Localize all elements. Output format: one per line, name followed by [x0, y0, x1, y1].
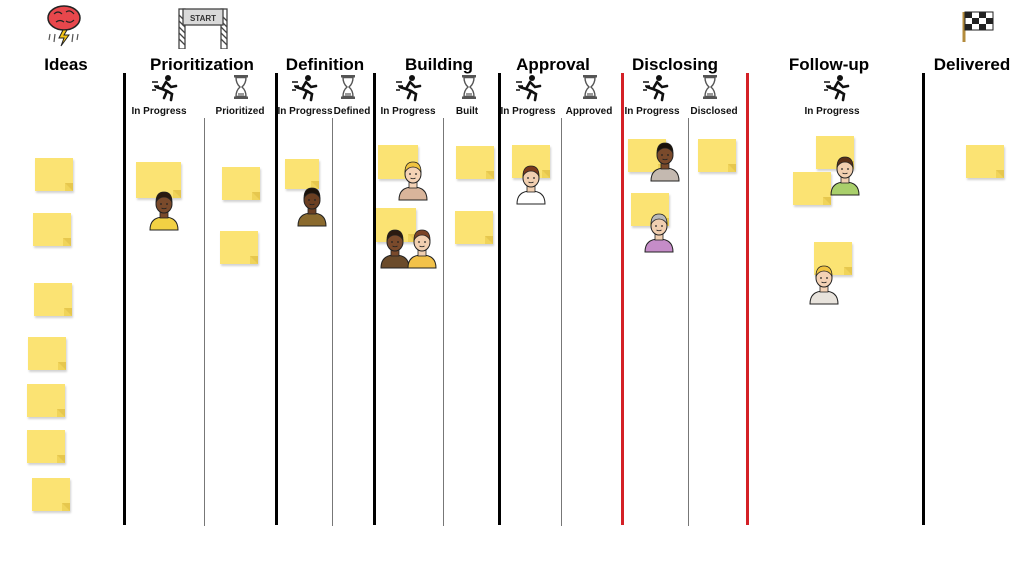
- column-divider: [123, 73, 126, 525]
- start-label: START: [190, 14, 216, 23]
- column-divider: [922, 73, 925, 525]
- sticky-note[interactable]: [33, 213, 71, 246]
- person-avatar: [809, 265, 839, 305]
- subcolumn-label: Disclosed: [690, 106, 738, 117]
- stage-delivered: Delivered: [933, 55, 1011, 74]
- sticky-note[interactable]: [455, 211, 493, 244]
- subcolumn-divider: [332, 118, 333, 526]
- hourglass-icon: [340, 74, 356, 100]
- running-person-icon: [824, 74, 850, 102]
- sticky-note[interactable]: [222, 167, 260, 200]
- column-divider: [498, 73, 501, 525]
- sticky-note[interactable]: [456, 146, 494, 179]
- hourglass-icon: [233, 74, 249, 100]
- sticky-note[interactable]: [27, 384, 65, 417]
- sticky-note[interactable]: [793, 172, 831, 205]
- subcolumn-label: In Progress: [624, 106, 680, 117]
- subcolumn-divider: [204, 118, 205, 526]
- running-person-icon: [152, 74, 178, 102]
- person-avatar: [407, 229, 437, 269]
- subcolumn-divider: [561, 118, 562, 526]
- stage-followup: Follow-up: [788, 55, 870, 74]
- wip-limit-line: [746, 73, 749, 525]
- sticky-note[interactable]: [32, 478, 70, 511]
- sticky-note[interactable]: [966, 145, 1004, 178]
- subcolumn-label: Approved: [565, 106, 613, 117]
- stage-prioritization: Prioritization: [150, 55, 254, 74]
- person-avatar: [297, 187, 327, 227]
- running-person-icon: [396, 74, 422, 102]
- column-divider: [373, 73, 376, 525]
- hourglass-icon: [461, 74, 477, 100]
- subcolumn-label: Prioritized: [215, 106, 265, 117]
- sticky-note[interactable]: [28, 337, 66, 370]
- subcolumn-label: In Progress: [277, 106, 333, 117]
- stage-disclosing: Disclosing: [632, 55, 718, 74]
- subcolumn-label: Defined: [333, 106, 371, 117]
- subcolumn-label: In Progress: [380, 106, 436, 117]
- wip-limit-line: [621, 73, 624, 525]
- subcolumn-divider: [688, 118, 689, 526]
- sticky-note[interactable]: [34, 283, 72, 316]
- person-avatar: [830, 156, 860, 196]
- person-avatar: [650, 142, 680, 182]
- sticky-note[interactable]: [136, 162, 181, 198]
- person-avatar: [644, 213, 674, 253]
- stage-definition: Definition: [285, 55, 365, 74]
- hourglass-icon: [582, 74, 598, 100]
- sticky-note[interactable]: [285, 159, 319, 189]
- stage-ideas: Ideas: [44, 55, 88, 74]
- checkered-flag-icon: [962, 11, 994, 42]
- subcolumn-label: In Progress: [131, 106, 187, 117]
- start-gate-icon: START: [178, 8, 228, 49]
- sticky-note[interactable]: [27, 430, 65, 463]
- brain-storm-icon: [47, 5, 81, 47]
- person-avatar: [516, 165, 546, 205]
- stage-building: Building: [405, 55, 473, 74]
- hourglass-icon: [702, 74, 718, 100]
- subcolumn-divider: [443, 118, 444, 526]
- subcolumn-label: Built: [455, 106, 479, 117]
- sticky-note[interactable]: [220, 231, 258, 264]
- sticky-note[interactable]: [698, 139, 736, 172]
- subcolumn-label: In Progress: [500, 106, 556, 117]
- running-person-icon: [292, 74, 318, 102]
- person-avatar: [149, 191, 179, 231]
- sticky-note[interactable]: [35, 158, 73, 191]
- stage-approval: Approval: [516, 55, 590, 74]
- running-person-icon: [516, 74, 542, 102]
- subcolumn-label: In Progress: [804, 106, 860, 117]
- column-divider: [275, 73, 278, 525]
- person-avatar: [398, 161, 428, 201]
- running-person-icon: [643, 74, 669, 102]
